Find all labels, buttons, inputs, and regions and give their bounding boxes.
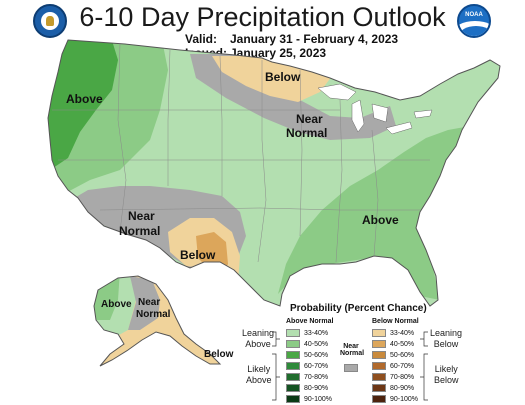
label-sw-normal: Normal	[119, 224, 160, 238]
lake-erie	[385, 121, 413, 135]
legend-above-swatch	[286, 340, 300, 348]
label-sw-near: Near	[128, 209, 155, 223]
se-above-40-50	[278, 126, 470, 300]
legend-above-item: 40-50%	[286, 339, 328, 349]
leaning-above-2: Above	[245, 339, 271, 349]
lake-huron	[371, 103, 389, 123]
legend-near-swatch	[344, 364, 358, 372]
conus-outline	[47, 39, 501, 307]
legend-above-item: 60-70%	[286, 361, 328, 371]
legend-below-item: 50-60%	[372, 350, 414, 360]
legend-above-label: 33-40%	[304, 329, 329, 337]
doc-seal-icon	[33, 4, 67, 38]
leaning-below-2: Below	[433, 339, 459, 349]
legend-above-label: 50-60%	[304, 351, 329, 359]
legend-below-item: 80-90%	[372, 383, 414, 393]
legend-near-header-2: Normal	[340, 350, 365, 357]
legend-above-item: 50-60%	[286, 350, 328, 360]
legend-below-item: 33-40%	[372, 328, 414, 338]
legend-above-label: 40-50%	[304, 340, 329, 348]
label-ak-normal: Normal	[136, 309, 171, 320]
issued-value: January 25, 2023	[230, 46, 327, 60]
label-gl-normal: Normal	[286, 126, 327, 140]
legend-above-swatch	[286, 362, 300, 370]
ak-near-normal	[128, 276, 160, 330]
legend-below-swatch	[372, 351, 386, 359]
legend-likely-above: Likely Above	[246, 364, 272, 386]
likely-below-2: Below	[434, 375, 459, 385]
legend-above-swatch	[286, 384, 300, 392]
valid-value: January 31 - February 4, 2023	[230, 32, 399, 46]
likely-above-2: Above	[246, 375, 272, 385]
legend-below-swatch	[372, 362, 386, 370]
legend-below-swatch	[372, 384, 386, 392]
noaa-logo-text: NOAA	[465, 12, 483, 18]
legend-above-item: 80-90%	[286, 383, 328, 393]
likely-below-1: Likely	[434, 364, 458, 374]
legend-above-label: 60-70%	[304, 362, 329, 370]
legend-above-swatch	[286, 351, 300, 359]
valid-label: Valid:	[185, 32, 218, 46]
legend-above-swatch	[286, 329, 300, 337]
state-lines	[52, 43, 430, 263]
likely-above-1: Likely	[247, 364, 271, 374]
legend-below-label: 33-40%	[390, 329, 415, 337]
legend-above-label: 70-80%	[304, 373, 329, 381]
legend-below-header: Below Normal	[372, 318, 419, 325]
legend-above-label: 90-100%	[304, 395, 333, 403]
legend-below-swatch	[372, 329, 386, 337]
legend-below-item: 60-70%	[372, 361, 414, 371]
legend-below-label: 80-90%	[390, 384, 415, 392]
lake-ontario	[413, 109, 433, 119]
legend-below-swatch	[372, 395, 386, 403]
leaning-below-1: Leaning	[430, 328, 463, 338]
legend-below-label: 70-80%	[390, 373, 415, 381]
label-ak-near: Near	[138, 297, 160, 308]
legend-below-swatch	[372, 340, 386, 348]
legend-above-item: 90-100%	[286, 394, 332, 404]
lake-superior	[317, 83, 357, 101]
valid-dates: Valid: January 31 - February 4, 2023	[185, 32, 398, 46]
lake-michigan	[351, 99, 365, 133]
label-north-below: Below	[265, 70, 301, 84]
legend-leaning-above: Leaning Above	[242, 328, 274, 350]
legend-below-label: 40-50%	[390, 340, 415, 348]
label-texas-below: Below	[180, 248, 216, 262]
label-ak-below: Below	[204, 349, 234, 360]
leaning-above-1: Leaning	[242, 328, 275, 338]
label-se-above: Above	[362, 213, 399, 227]
legend-below-label: 50-60%	[390, 351, 415, 359]
label-ak-above: Above	[101, 299, 132, 310]
noaa-logo-icon: NOAA	[457, 4, 491, 38]
legend-leaning-below: Leaning Below	[430, 328, 462, 350]
legend-below-label: 60-70%	[390, 362, 415, 370]
legend-above-item: 70-80%	[286, 372, 328, 382]
legend-below-item: 40-50%	[372, 339, 414, 349]
legend-above-item: 33-40%	[286, 328, 328, 338]
legend-above-header: Above Normal	[286, 318, 334, 325]
legend-below-swatch	[372, 373, 386, 381]
map-title: 6-10 Day Precipitation Outlook	[79, 2, 446, 32]
label-west-above: Above	[66, 92, 103, 106]
legend-above-label: 80-90%	[304, 384, 329, 392]
legend-below-label: 90-100%	[390, 395, 419, 403]
legend-above-swatch	[286, 395, 300, 403]
legend-below-item: 90-100%	[372, 394, 418, 404]
legend-near-header-1: Near	[343, 343, 359, 350]
legend-near-header: Near Normal	[340, 343, 365, 357]
legend-likely-below: Likely Below	[434, 364, 459, 386]
legend-above-swatch	[286, 373, 300, 381]
alaska-outline	[93, 275, 222, 367]
label-gl-near: Near	[296, 112, 323, 126]
legend-below-item: 70-80%	[372, 372, 414, 382]
legend-title: Probability (Percent Chance)	[290, 303, 427, 314]
